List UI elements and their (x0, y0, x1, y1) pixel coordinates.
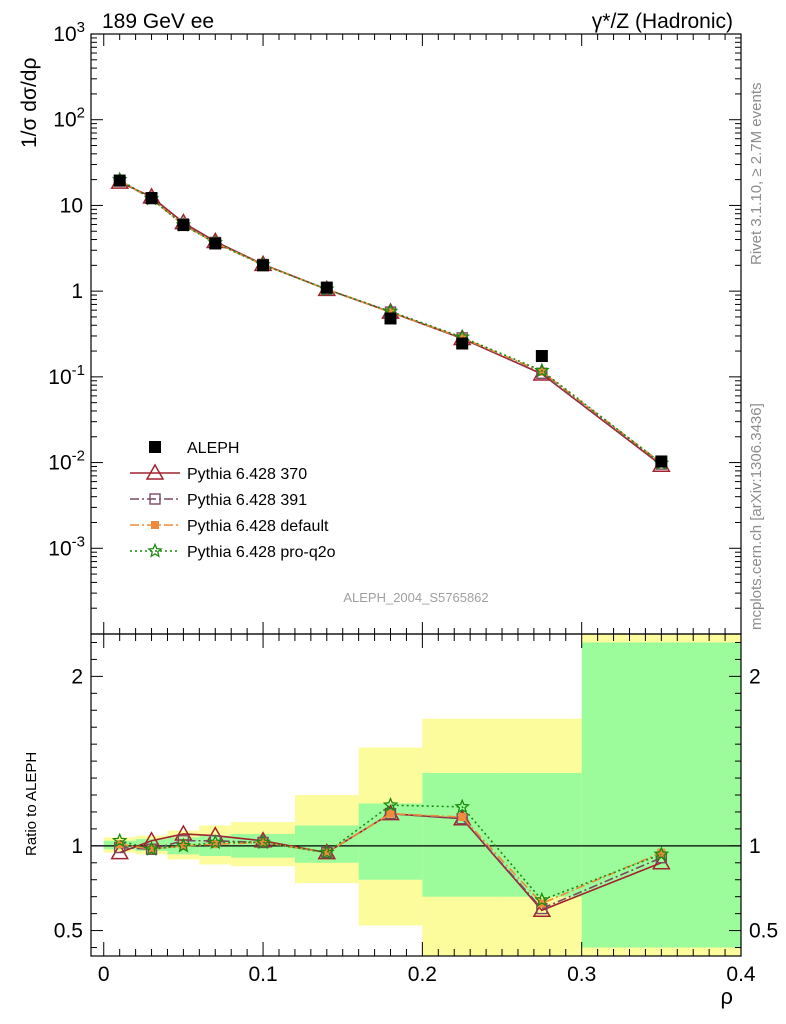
series-line-pq2o (119, 178, 662, 464)
y-tick-label: 1 (71, 280, 83, 303)
x-tick-label: 0 (98, 963, 110, 986)
x-axis-label: ρ (720, 984, 733, 1009)
legend-marker-aleph (149, 441, 161, 453)
ratio-point-pq2o (534, 891, 550, 907)
ratio-point-pdefault (657, 848, 666, 857)
mcplots-label: mcplots.cern.ch [arXiv:1306.3436] (748, 403, 765, 630)
ratio-point-p370 (110, 843, 129, 860)
point-aleph (655, 455, 668, 468)
ratio-point-pdefault (386, 809, 395, 818)
y-tick-label: 102 (53, 105, 85, 132)
legend-marker-p370 (145, 463, 165, 480)
point-aleph (145, 192, 158, 205)
legend-label-pq2o: Pythia 6.428 pro-q2o (187, 544, 336, 561)
legend-label-p370: Pythia 6.428 370 (187, 466, 307, 483)
legend-label-p391: Pythia 6.428 391 (187, 492, 307, 509)
ratio-tick-label: 2 (71, 665, 83, 688)
point-aleph (209, 237, 222, 250)
ratio-point-pdefault (211, 840, 220, 849)
x-tick-label: 0.3 (567, 963, 596, 986)
point-aleph (113, 174, 126, 187)
ratio-point-pq2o (111, 832, 128, 848)
top-axes: 10-3 10-2 10-1 1 10 102 103 (48, 19, 742, 635)
header-left: 189 GeV ee (102, 10, 214, 33)
band-inner-bin (581, 642, 741, 948)
ratio-tick-label: 1 (71, 835, 83, 858)
top-ylabel: 1/σ dσ/dρ (18, 58, 41, 148)
ratio-point-pq2o (255, 834, 271, 850)
legend-label-pdefault: Pythia 6.428 default (187, 518, 329, 535)
point-aleph (384, 312, 397, 325)
ratio-axes: 0.5 0.5 1 1 2 2 0 0.1 0.2 0.3 0.4 (54, 633, 778, 986)
band-inner-bin (422, 772, 503, 897)
ratio-bands (103, 634, 741, 956)
ratio-tick-label-right: 0.5 (749, 920, 778, 943)
y-tick-label: 10 (60, 194, 83, 217)
point-pdefault (386, 308, 395, 317)
band-inner-bin (135, 839, 168, 851)
top-frame (90, 33, 742, 635)
ratio-series (110, 796, 671, 917)
ratio-point-pdefault (259, 838, 268, 847)
analysis-watermark: ALEPH_2004_S5765862 (343, 590, 488, 605)
ratio-tick-label: 0.5 (54, 920, 83, 943)
ratio-point-pdefault (322, 848, 331, 857)
band-inner-bin (502, 772, 582, 897)
ratio-point-p370 (532, 900, 552, 917)
ratio-point-pq2o (175, 837, 192, 853)
header-right: γ*/Z (Hadronic) (592, 10, 733, 33)
ratio-point-pq2o (382, 796, 399, 812)
point-aleph (257, 259, 270, 272)
point-aleph (320, 281, 333, 294)
y-tick-label: 103 (53, 19, 85, 46)
x-tick-label: 0.2 (408, 963, 437, 986)
ratio-point-pq2o (318, 844, 335, 860)
ratio-point-pq2o (653, 846, 670, 861)
ratio-line-pdefault (119, 812, 662, 905)
ratio-line-pq2o (119, 804, 662, 902)
bottom-ylabel: Ratio to ALEPH (23, 752, 40, 856)
y-tick-label: 10-1 (48, 362, 85, 389)
top-series (110, 171, 671, 473)
point-aleph (177, 219, 190, 232)
point-pq2o (534, 362, 550, 378)
series-line-pdefault (119, 179, 662, 464)
x-tick-label: 0.1 (248, 963, 277, 986)
legend-label-aleph: ALEPH (187, 440, 239, 457)
ratio-point-p370 (652, 853, 671, 870)
legend-marker-pdefault (151, 521, 159, 529)
ratio-point-pdefault (458, 813, 467, 822)
legend-marker-pq2o (147, 542, 163, 558)
legend-marker-p391 (149, 493, 161, 505)
ratio-point-pq2o (207, 834, 224, 850)
x-tick-label: 0.4 (726, 963, 756, 986)
y-tick-label: 10-3 (48, 533, 85, 560)
legend: ALEPH Pythia 6.428 370 Pythia 6.428 391 Pyt… (130, 440, 336, 561)
ratio-tick-label-right: 1 (749, 835, 761, 858)
ratio-tick-label-right: 2 (749, 665, 761, 688)
rivet-label: Rivet 3.1.10, ≥ 2.7M events (748, 83, 765, 266)
ratio-point-pq2o (454, 798, 470, 814)
point-aleph (535, 350, 548, 363)
ratio-point-pq2o (143, 841, 160, 856)
point-aleph (456, 337, 469, 350)
ratio-point-pdefault (147, 845, 156, 854)
y-tick-label: 10-2 (48, 448, 85, 475)
